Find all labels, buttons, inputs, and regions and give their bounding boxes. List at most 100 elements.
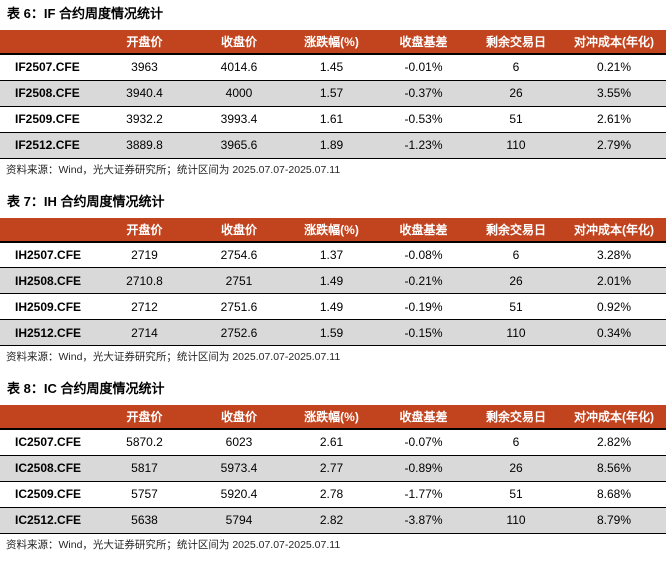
table-row: IH2512.CFE 2714 2752.6 1.59 -0.15% 110 0… bbox=[0, 319, 666, 346]
contract-cell: IC2512.CFE bbox=[0, 507, 97, 534]
cost-cell: 8.56% bbox=[562, 455, 666, 482]
cost-cell: 3.28% bbox=[562, 241, 666, 268]
change-cell: 2.78 bbox=[286, 481, 377, 508]
basis-cell: -0.08% bbox=[377, 241, 470, 268]
table-header-row: 开盘价 收盘价 涨跌幅(%) 收盘基差 剩余交易日 对冲成本(年化) bbox=[0, 217, 666, 243]
open-cell: 2719 bbox=[97, 241, 192, 268]
table-row: IF2509.CFE 3932.2 3993.4 1.61 -0.53% 51 … bbox=[0, 106, 666, 133]
cost-cell: 2.79% bbox=[562, 132, 666, 159]
close-cell: 3993.4 bbox=[192, 106, 286, 133]
table-row: IC2507.CFE 5870.2 6023 2.61 -0.07% 6 2.8… bbox=[0, 429, 666, 456]
col-header-change: 涨跌幅(%) bbox=[286, 30, 377, 55]
change-cell: 2.82 bbox=[286, 507, 377, 534]
open-cell: 5817 bbox=[97, 455, 192, 482]
col-header-basis: 收盘基差 bbox=[377, 217, 470, 243]
col-header-cost: 对冲成本(年化) bbox=[562, 30, 666, 55]
cost-cell: 8.79% bbox=[562, 507, 666, 534]
table-title: 表 7：IH 合约周度情况统计 bbox=[7, 193, 165, 209]
basis-cell: -0.01% bbox=[377, 54, 470, 81]
col-header-basis: 收盘基差 bbox=[377, 405, 470, 430]
cost-cell: 0.92% bbox=[562, 293, 666, 320]
source-note: 资料来源：Wind，光大证券研究所；统计区间为 2025.07.07-2025.… bbox=[6, 351, 341, 363]
col-header-basis: 收盘基差 bbox=[377, 30, 470, 55]
change-cell: 1.49 bbox=[286, 293, 377, 320]
open-cell: 2712 bbox=[97, 293, 192, 320]
table-row: IH2508.CFE 2710.8 2751 1.49 -0.21% 26 2.… bbox=[0, 267, 666, 294]
days-cell: 6 bbox=[470, 54, 562, 81]
close-cell: 3965.6 bbox=[192, 132, 286, 159]
open-cell: 3889.8 bbox=[97, 132, 192, 159]
col-header-close: 收盘价 bbox=[192, 30, 286, 55]
change-cell: 1.45 bbox=[286, 54, 377, 81]
col-header-cost: 对冲成本(年化) bbox=[562, 217, 666, 243]
days-cell: 26 bbox=[470, 455, 562, 482]
open-cell: 5638 bbox=[97, 507, 192, 534]
table-header-row: 开盘价 收盘价 涨跌幅(%) 收盘基差 剩余交易日 对冲成本(年化) bbox=[0, 30, 666, 55]
close-cell: 5794 bbox=[192, 507, 286, 534]
table-row: IF2507.CFE 3963 4014.6 1.45 -0.01% 6 0.2… bbox=[0, 54, 666, 81]
basis-cell: -0.19% bbox=[377, 293, 470, 320]
open-cell: 2714 bbox=[97, 319, 192, 346]
col-header-blank bbox=[0, 405, 97, 430]
cost-cell: 2.61% bbox=[562, 106, 666, 133]
basis-cell: -0.53% bbox=[377, 106, 470, 133]
days-cell: 6 bbox=[470, 241, 562, 268]
table-row: IC2512.CFE 5638 5794 2.82 -3.87% 110 8.7… bbox=[0, 507, 666, 534]
change-cell: 1.49 bbox=[286, 267, 377, 294]
close-cell: 2751 bbox=[192, 267, 286, 294]
col-header-open: 开盘价 bbox=[97, 405, 192, 430]
contract-cell: IF2508.CFE bbox=[0, 80, 97, 107]
contract-cell: IH2512.CFE bbox=[0, 319, 97, 346]
col-header-cost: 对冲成本(年化) bbox=[562, 405, 666, 430]
days-cell: 110 bbox=[470, 132, 562, 159]
open-cell: 3932.2 bbox=[97, 106, 192, 133]
table-row: IH2507.CFE 2719 2754.6 1.37 -0.08% 6 3.2… bbox=[0, 241, 666, 268]
table-header-row: 开盘价 收盘价 涨跌幅(%) 收盘基差 剩余交易日 对冲成本(年化) bbox=[0, 405, 666, 430]
basis-cell: -0.07% bbox=[377, 429, 470, 456]
days-cell: 6 bbox=[470, 429, 562, 456]
source-note: 资料来源：Wind，光大证券研究所；统计区间为 2025.07.07-2025.… bbox=[6, 538, 341, 551]
contract-cell: IH2508.CFE bbox=[0, 267, 97, 294]
ic-stats-table: 开盘价 收盘价 涨跌幅(%) 收盘基差 剩余交易日 对冲成本(年化) IC250… bbox=[0, 405, 666, 534]
cost-cell: 2.82% bbox=[562, 429, 666, 456]
basis-cell: -3.87% bbox=[377, 507, 470, 534]
close-cell: 5973.4 bbox=[192, 455, 286, 482]
close-cell: 5920.4 bbox=[192, 481, 286, 508]
table-row: IH2509.CFE 2712 2751.6 1.49 -0.19% 51 0.… bbox=[0, 293, 666, 320]
change-cell: 1.59 bbox=[286, 319, 377, 346]
open-cell: 3963 bbox=[97, 54, 192, 81]
change-cell: 1.61 bbox=[286, 106, 377, 133]
table-title: 表 6：IF 合约周度情况统计 bbox=[7, 6, 164, 21]
basis-cell: -0.15% bbox=[377, 319, 470, 346]
open-cell: 5757 bbox=[97, 481, 192, 508]
open-cell: 5870.2 bbox=[97, 429, 192, 456]
col-header-change: 涨跌幅(%) bbox=[286, 405, 377, 430]
ic-table-section: 表 8：IC 合约周度情况统计 开盘价 收盘价 涨跌幅(%) 收盘基差 剩余交易… bbox=[0, 381, 666, 551]
contract-cell: IH2507.CFE bbox=[0, 241, 97, 268]
days-cell: 51 bbox=[470, 106, 562, 133]
ih-table-section: 表 7：IH 合约周度情况统计 开盘价 收盘价 涨跌幅(%) 收盘基差 剩余交易… bbox=[0, 193, 666, 363]
close-cell: 4014.6 bbox=[192, 54, 286, 81]
days-cell: 26 bbox=[470, 267, 562, 294]
change-cell: 1.37 bbox=[286, 241, 377, 268]
change-cell: 2.77 bbox=[286, 455, 377, 482]
open-cell: 2710.8 bbox=[97, 267, 192, 294]
basis-cell: -0.21% bbox=[377, 267, 470, 294]
col-header-close: 收盘价 bbox=[192, 217, 286, 243]
basis-cell: -1.77% bbox=[377, 481, 470, 508]
days-cell: 51 bbox=[470, 293, 562, 320]
table-title: 表 8：IC 合约周度情况统计 bbox=[7, 381, 165, 396]
cost-cell: 0.21% bbox=[562, 54, 666, 81]
contract-cell: IH2509.CFE bbox=[0, 293, 97, 320]
cost-cell: 0.34% bbox=[562, 319, 666, 346]
contract-cell: IF2509.CFE bbox=[0, 106, 97, 133]
source-note: 资料来源：Wind，光大证券研究所；统计区间为 2025.07.07-2025.… bbox=[6, 163, 341, 176]
table-row: IF2508.CFE 3940.4 4000 1.57 -0.37% 26 3.… bbox=[0, 80, 666, 107]
ih-stats-table: 开盘价 收盘价 涨跌幅(%) 收盘基差 剩余交易日 对冲成本(年化) IH250… bbox=[0, 217, 666, 346]
contract-cell: IF2507.CFE bbox=[0, 54, 97, 81]
contract-cell: IF2512.CFE bbox=[0, 132, 97, 159]
close-cell: 2751.6 bbox=[192, 293, 286, 320]
days-cell: 110 bbox=[470, 319, 562, 346]
days-cell: 26 bbox=[470, 80, 562, 107]
table-row: IC2508.CFE 5817 5973.4 2.77 -0.89% 26 8.… bbox=[0, 455, 666, 482]
